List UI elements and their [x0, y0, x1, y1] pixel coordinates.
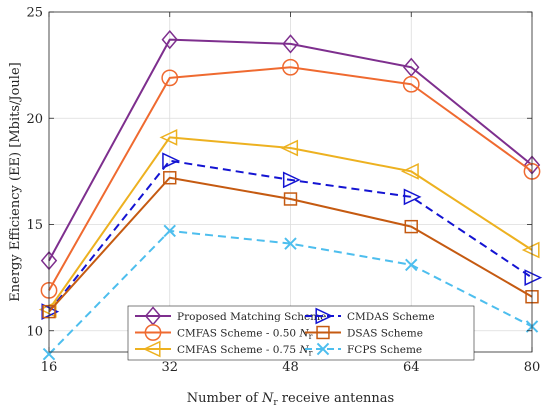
legend-label-1: CMFAS Scheme - 0.50 Nr [177, 327, 313, 341]
series-5-point-2 [284, 237, 297, 250]
series-2-line [48, 136, 533, 311]
axis-ticks: 16 32 48 64 80 10 15 20 25 [26, 6, 540, 376]
series-3-point-4 [524, 269, 543, 287]
legend-label-0: Proposed Matching Scheme [177, 311, 326, 323]
series-5-point-3 [405, 258, 418, 272]
legend-box [127, 305, 475, 361]
series-4-point-1 [163, 171, 177, 185]
series-3 [41, 152, 543, 321]
x-tick-label-1: 32 [161, 360, 178, 375]
legend-item-3: CMDAS Scheme [305, 307, 435, 325]
series-0-point-3 [403, 57, 420, 77]
series-2-point-4 [521, 241, 540, 259]
legend-item-2: CMFAS Scheme - 0.75 Nr [135, 340, 313, 358]
legend-item-5: FCPS Scheme [305, 342, 422, 356]
legend-label-2: CMFAS Scheme - 0.75 Nr [177, 344, 313, 358]
legend-item-0: Proposed Matching Scheme [135, 306, 326, 326]
series-1-line [48, 66, 533, 291]
legend: Proposed Matching Scheme CMDAS Scheme CMFA… [127, 305, 475, 361]
series-0-line [48, 38, 533, 262]
series-4-point-3 [404, 219, 418, 234]
y-tick-label-3: 25 [26, 6, 43, 21]
series-5 [42, 224, 539, 361]
legend-label-3: CMDAS Scheme [347, 311, 435, 323]
y-tick-label-2: 20 [26, 112, 43, 127]
series-4-line [48, 176, 533, 313]
legend-item-1: CMFAS Scheme - 0.50 Nr [135, 324, 313, 341]
legend-item-4: DSAS Scheme [305, 325, 423, 340]
x-tick-label-3: 64 [403, 360, 420, 375]
y-tick-label-1: 15 [26, 218, 43, 233]
series-3-point-2 [282, 171, 301, 189]
series-5-point-1 [163, 224, 176, 238]
series-1-point-1 [161, 69, 179, 87]
legend-marker-3 [315, 307, 334, 325]
series-3-line [48, 159, 533, 313]
legend-marker-1 [144, 324, 162, 341]
series-0-point-1 [161, 29, 178, 50]
series-3-point-0 [41, 303, 60, 321]
y-tick-label-0: 10 [26, 324, 43, 339]
series-layer [38, 29, 543, 361]
x-axis-label: Number of Nr receive antennas [187, 391, 394, 408]
x-tick-label-4: 80 [524, 360, 541, 375]
legend-marker-4 [316, 325, 330, 340]
x-tick-label-2: 48 [282, 360, 299, 375]
series-3-point-3 [403, 188, 422, 206]
legend-marker-2 [142, 340, 161, 358]
legend-marker-5 [316, 342, 330, 356]
series-2-point-1 [159, 128, 178, 146]
series-0-point-2 [282, 34, 299, 54]
series-1-point-2 [282, 58, 299, 76]
series-5-point-0 [42, 347, 56, 361]
series-3-point-1 [162, 152, 181, 170]
series-2-point-2 [280, 139, 299, 157]
series-4-point-2 [283, 192, 298, 206]
series-1-point-3 [402, 75, 420, 93]
y-axis-label: Energy Efficiency (EE) [Mbits/Joule] [8, 62, 23, 301]
legend-label-4: DSAS Scheme [347, 327, 423, 339]
x-tick-label-0: 16 [41, 360, 58, 375]
series-2-point-3 [400, 162, 419, 180]
legend-label-5: FCPS Scheme [347, 344, 422, 356]
